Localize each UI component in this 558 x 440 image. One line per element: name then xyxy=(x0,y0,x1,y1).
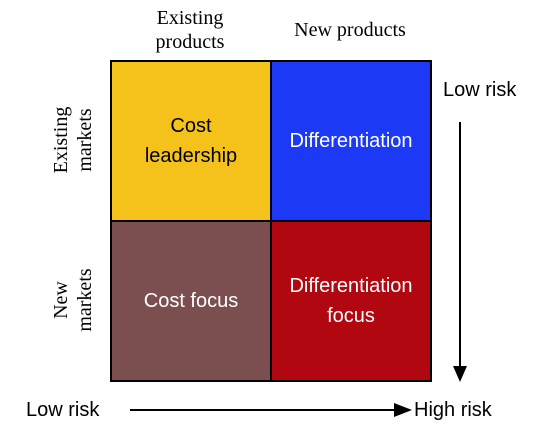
column-header-new-products: New products xyxy=(294,19,406,41)
cell-cost-focus: Cost focus xyxy=(110,220,272,382)
vertical-axis-top-label: Low risk xyxy=(443,79,517,101)
cell-cost-leadership-label: Cost leadership xyxy=(144,115,238,167)
cell-cost-focus-label: Cost focus xyxy=(143,290,239,312)
cell-differentiation-focus: Differentiation focus xyxy=(270,220,432,382)
horizontal-axis-right-label: High risk xyxy=(414,399,492,421)
horizontal-axis-left-label: Low risk xyxy=(26,399,100,421)
cell-differentiation-label: Differentiation xyxy=(289,130,413,152)
cell-differentiation-focus-label: Differentiation focus xyxy=(289,275,413,327)
vertical-risk-arrowhead xyxy=(453,366,467,382)
horizontal-risk-arrowhead xyxy=(394,403,412,417)
column-header-existing-products: Existing products xyxy=(155,7,225,53)
